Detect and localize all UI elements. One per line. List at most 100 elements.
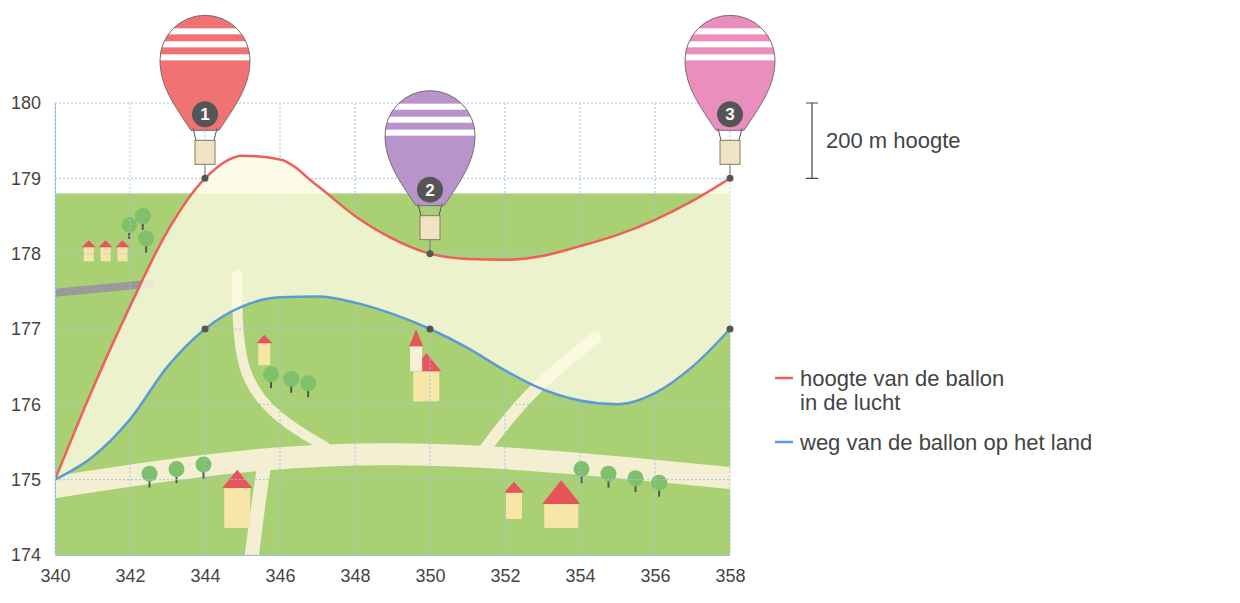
balloon-basket <box>420 216 440 240</box>
balloons: 1 2 3 <box>155 15 780 332</box>
tree <box>121 217 137 233</box>
balloon-outline <box>385 91 475 206</box>
roof <box>256 335 272 343</box>
x-tick-label: 348 <box>340 566 370 586</box>
between-area <box>55 156 730 480</box>
balloon-stripes <box>155 28 255 60</box>
roof <box>409 329 423 346</box>
house <box>118 247 128 261</box>
stripe <box>380 130 480 136</box>
ground-point <box>427 326 434 333</box>
balloon-label: 2 <box>425 181 434 200</box>
road <box>251 465 265 555</box>
balloon-outline <box>685 15 775 130</box>
house <box>413 371 439 401</box>
x-tick: 344 <box>190 555 220 586</box>
x-tick: 340 <box>40 555 70 586</box>
road <box>55 454 730 487</box>
legend-item: hoogte van de ballonin de lucht <box>775 366 1004 415</box>
x-tick: 354 <box>565 555 595 586</box>
tree <box>651 475 667 491</box>
tree <box>300 375 316 391</box>
grid <box>55 103 730 555</box>
roof <box>82 240 96 247</box>
balloon-label: 1 <box>200 105 209 124</box>
roof <box>504 482 524 493</box>
stripe <box>155 54 255 60</box>
house <box>506 493 522 519</box>
x-axis-line <box>56 555 731 556</box>
tree <box>169 461 185 477</box>
balloon-number-badge <box>192 101 218 127</box>
grid-line <box>55 555 730 556</box>
air-point <box>427 250 434 257</box>
y-tick-label: 178 <box>11 244 41 264</box>
y-axis: 174175176177178179180 <box>11 93 56 565</box>
stripe <box>155 41 255 47</box>
stripe <box>680 41 780 47</box>
x-tick-label: 344 <box>190 566 220 586</box>
balloon-stripes <box>680 28 780 60</box>
y-tick-label: 177 <box>11 319 41 339</box>
scale-bar: 200 m hoogte <box>806 103 961 178</box>
legend-item: weg van de ballon op het land <box>775 430 1092 455</box>
roof <box>116 240 130 247</box>
y-tick: 177 <box>11 319 55 339</box>
x-tick: 358 <box>715 555 745 586</box>
legend: hoogte van de ballonin de lucht weg van d… <box>775 366 1092 455</box>
legend-label: weg van de ballon op het land <box>799 430 1092 455</box>
balloon <box>160 15 250 178</box>
scale-bar-line <box>806 103 818 178</box>
balloon-outline <box>160 15 250 130</box>
ground-point <box>727 326 734 333</box>
x-tick-label: 358 <box>715 566 745 586</box>
y-tick: 175 <box>11 470 55 490</box>
x-tick-label: 342 <box>115 566 145 586</box>
x-axis: 340342344346348350352354356358 <box>40 555 745 586</box>
air-point <box>202 175 209 182</box>
tree <box>574 461 590 477</box>
ground-point <box>202 326 209 333</box>
roof <box>542 480 580 504</box>
roof <box>222 470 252 488</box>
balloon-basket <box>720 140 740 164</box>
balloon <box>685 15 775 178</box>
x-tick: 346 <box>265 555 295 586</box>
y-tick-label: 176 <box>11 395 41 415</box>
y-tick: 179 <box>11 169 55 189</box>
tower <box>410 346 422 371</box>
balloon-number-badge <box>717 101 743 127</box>
grid-line <box>55 178 730 179</box>
y-tick-label: 175 <box>11 470 41 490</box>
y-tick-label: 174 <box>11 545 41 565</box>
grid-line <box>55 103 730 104</box>
y-axis-line <box>55 104 56 556</box>
tree <box>138 231 154 247</box>
plot-data <box>55 156 730 480</box>
series-line <box>55 297 730 480</box>
x-tick: 342 <box>115 555 145 586</box>
scale-bar-label: 200 m hoogte <box>826 128 961 153</box>
y-tick: 174 <box>11 545 55 565</box>
x-tick-label: 356 <box>640 566 670 586</box>
y-tick: 176 <box>11 395 55 415</box>
balloon-stripes <box>380 104 480 136</box>
house <box>84 247 94 261</box>
air-point <box>727 175 734 182</box>
legend-label: hoogte van de ballonin de lucht <box>800 366 1004 415</box>
balloon-basket <box>195 140 215 164</box>
house <box>224 488 250 528</box>
grid-line <box>55 103 56 555</box>
x-tick-label: 352 <box>490 566 520 586</box>
tree <box>263 366 279 382</box>
stripe <box>380 117 480 123</box>
x-tick: 352 <box>490 555 520 586</box>
road <box>55 284 150 293</box>
x-tick-label: 354 <box>565 566 595 586</box>
tree <box>283 371 299 387</box>
balloon-label: 3 <box>725 105 734 124</box>
series-line <box>55 156 730 480</box>
x-tick: 348 <box>340 555 370 586</box>
y-tick: 178 <box>11 244 55 264</box>
chart: 3403423443463483503523543563581741751761… <box>0 0 1240 603</box>
